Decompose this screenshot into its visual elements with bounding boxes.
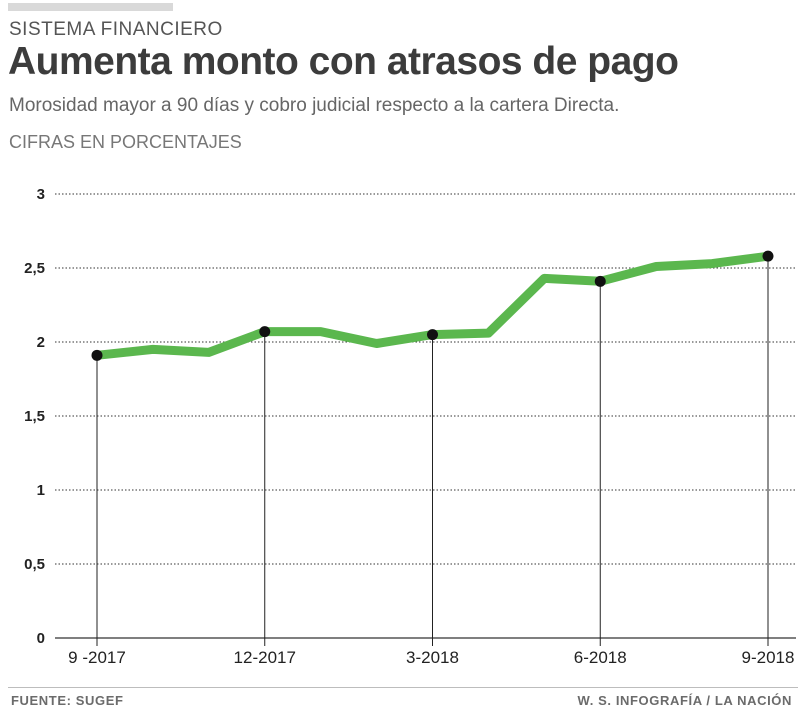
y-tick-label: 2,5 xyxy=(24,260,45,277)
section-kicker: SISTEMA FINANCIERO xyxy=(9,19,223,40)
x-tick-label: 3-2018 xyxy=(406,648,459,667)
y-tick-label: 2 xyxy=(37,334,45,351)
y-tick-label: 1,5 xyxy=(24,408,45,425)
header-accent-bar xyxy=(8,3,173,11)
y-tick-label: 0 xyxy=(37,630,45,647)
x-tick-label: 9-2018 xyxy=(742,648,795,667)
footer-divider xyxy=(8,687,798,688)
chart-title: Aumenta monto con atrasos de pago xyxy=(8,40,679,83)
y-tick-label: 0,5 xyxy=(24,556,45,573)
y-tick-label: 3 xyxy=(37,186,45,203)
chart-subtitle: Morosidad mayor a 90 días y cobro judici… xyxy=(9,95,620,116)
y-tick-label: 1 xyxy=(37,482,45,499)
source-label: FUENTE: SUGEF xyxy=(11,693,124,708)
data-point-marker xyxy=(762,250,774,262)
data-point-marker xyxy=(427,329,438,341)
x-tick-label: 9 -2017 xyxy=(68,648,126,667)
data-point-marker xyxy=(259,326,271,338)
x-tick-label: 12-2017 xyxy=(234,648,296,667)
data-point-marker xyxy=(594,275,606,287)
units-label: CIFRAS EN PORCENTAJES xyxy=(9,132,242,152)
x-tick-label: 6-2018 xyxy=(574,648,627,667)
credit-label: W. S. INFOGRAFÍA / LA NACIÓN xyxy=(577,693,792,708)
data-point-marker xyxy=(91,349,103,361)
